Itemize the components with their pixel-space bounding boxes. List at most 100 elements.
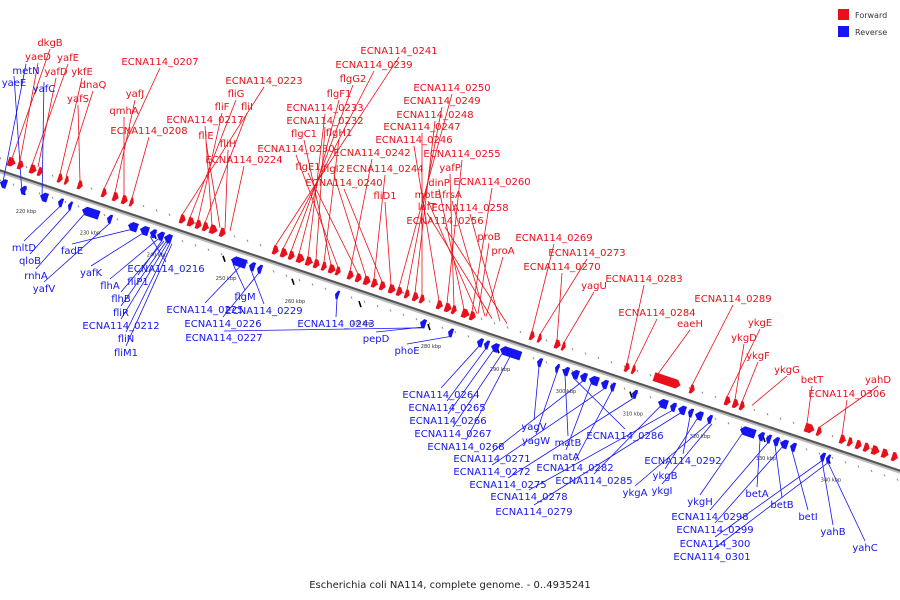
reverse-gene-label[interactable]: ECNA114_0275 — [469, 480, 546, 491]
forward-gene-arrow[interactable] — [271, 245, 281, 255]
reverse-gene-arrow[interactable] — [554, 363, 561, 374]
reverse-gene-label[interactable]: ECNA114_0266 — [409, 416, 486, 427]
forward-gene-label[interactable]: ECNA114_0283 — [605, 274, 682, 285]
forward-gene-arrow[interactable] — [738, 401, 747, 411]
reverse-gene-arrow[interactable] — [476, 337, 485, 348]
forward-gene-arrow[interactable] — [56, 173, 65, 183]
forward-gene-arrow[interactable] — [387, 283, 397, 295]
forward-gene-arrow[interactable] — [100, 188, 109, 198]
reverse-gene-arrow[interactable] — [706, 414, 714, 425]
forward-gene-label[interactable]: ECNA114_0249 — [403, 96, 480, 107]
forward-gene-arrow[interactable] — [854, 439, 864, 450]
reverse-gene-label[interactable]: ECNA114_0226 — [184, 319, 261, 330]
reverse-gene-label[interactable]: ECNA114_0216 — [127, 264, 204, 275]
reverse-gene-label[interactable]: pepD — [363, 334, 390, 345]
reverse-gene-arrow[interactable] — [499, 345, 523, 361]
forward-gene-label[interactable]: ECNA114_0260 — [453, 177, 530, 188]
reverse-gene-label[interactable]: ECNA114_0292 — [644, 456, 721, 467]
forward-gene-label[interactable]: flgI2 — [323, 164, 345, 175]
forward-gene-arrow[interactable] — [862, 442, 872, 452]
reverse-gene-label[interactable]: ECNA114_0299 — [676, 525, 753, 536]
forward-gene-arrow[interactable] — [36, 166, 45, 177]
reverse-gene-label[interactable]: yafK — [80, 268, 103, 279]
reverse-gene-arrow[interactable] — [483, 340, 491, 350]
forward-gene-arrow[interactable] — [354, 272, 364, 283]
forward-gene-arrow[interactable] — [870, 445, 881, 456]
forward-gene-label[interactable]: betT — [801, 375, 824, 386]
forward-gene-arrow[interactable] — [287, 250, 297, 261]
forward-gene-label[interactable]: qmhA — [109, 106, 138, 117]
reverse-gene-arrow[interactable] — [562, 366, 571, 377]
forward-gene-label[interactable]: fliG — [228, 89, 245, 100]
forward-gene-arrow[interactable] — [218, 227, 228, 237]
reverse-gene-label[interactable]: yaeE — [2, 78, 27, 89]
reverse-gene-label[interactable]: ECNA114_0278 — [490, 492, 567, 503]
forward-gene-label[interactable]: fliH — [220, 139, 237, 150]
forward-gene-arrow[interactable] — [312, 258, 322, 269]
reverse-gene-arrow[interactable] — [772, 436, 781, 447]
forward-gene-arrow[interactable] — [536, 333, 544, 344]
forward-gene-arrow[interactable] — [528, 330, 537, 341]
reverse-gene-arrow[interactable] — [677, 404, 688, 416]
forward-gene-arrow[interactable] — [208, 224, 219, 235]
reverse-gene-arrow[interactable] — [39, 191, 50, 203]
forward-gene-label[interactable]: ECNA114_0273 — [548, 248, 625, 259]
forward-gene-label[interactable]: ECNA114_0248 — [396, 110, 473, 121]
forward-gene-label[interactable]: flgC1 — [291, 129, 317, 140]
forward-gene-label[interactable]: yafD — [44, 67, 68, 78]
forward-gene-arrow[interactable] — [320, 261, 329, 272]
reverse-gene-label[interactable]: ECNA114_0286 — [586, 431, 663, 442]
reverse-gene-arrow[interactable] — [490, 342, 501, 353]
forward-gene-label[interactable]: ECNA114_0270 — [523, 262, 600, 273]
reverse-gene-label[interactable]: betA — [745, 489, 768, 500]
forward-gene-label[interactable]: yagU — [581, 281, 607, 292]
forward-gene-label[interactable]: ECNA114_0217 — [166, 115, 243, 126]
forward-gene-arrow[interactable] — [435, 299, 445, 310]
reverse-gene-label[interactable]: ECNA114_0268 — [427, 442, 504, 453]
forward-gene-arrow[interactable] — [120, 194, 130, 205]
forward-gene-label[interactable]: proA — [491, 246, 514, 257]
reverse-gene-label[interactable]: ykgA — [623, 488, 648, 499]
reverse-gene-label[interactable]: fliN — [118, 334, 135, 345]
forward-gene-arrow[interactable] — [468, 310, 478, 321]
reverse-gene-arrow[interactable] — [149, 228, 158, 239]
forward-gene-arrow[interactable] — [327, 263, 337, 275]
reverse-gene-arrow[interactable] — [81, 205, 101, 220]
forward-gene-label[interactable]: motB — [415, 190, 442, 201]
forward-gene-label[interactable]: ECNA114_0256 — [406, 216, 483, 227]
reverse-gene-arrow[interactable] — [757, 431, 766, 442]
reverse-gene-label[interactable]: ykgB — [653, 471, 678, 482]
forward-gene-arrow[interactable] — [16, 160, 26, 170]
reverse-gene-label[interactable]: ECNA114_0272 — [453, 467, 530, 478]
forward-gene-arrow[interactable] — [403, 289, 412, 299]
forward-gene-label[interactable]: flgE1 — [295, 162, 320, 173]
reverse-gene-label[interactable]: betB — [770, 500, 793, 511]
forward-gene-arrow[interactable] — [890, 451, 900, 462]
forward-gene-arrow[interactable] — [630, 364, 638, 375]
reverse-gene-label[interactable]: ECNA114_0267 — [414, 429, 491, 440]
forward-gene-arrow[interactable] — [450, 304, 459, 315]
forward-gene-label[interactable]: frsA — [442, 190, 462, 201]
forward-gene-label[interactable]: proB — [477, 232, 500, 243]
reverse-gene-label[interactable]: matA — [553, 452, 580, 463]
reverse-gene-arrow[interactable] — [739, 425, 757, 439]
reverse-gene-arrow[interactable] — [19, 185, 28, 196]
forward-gene-arrow[interactable] — [443, 302, 453, 314]
forward-gene-arrow[interactable] — [803, 422, 816, 435]
reverse-gene-arrow[interactable] — [447, 328, 455, 338]
reverse-gene-label[interactable]: yahC — [852, 543, 877, 554]
forward-gene-arrow[interactable] — [295, 253, 306, 264]
forward-gene-label[interactable]: ykgF — [746, 351, 770, 362]
reverse-gene-label[interactable]: ykgI — [651, 486, 672, 497]
forward-gene-label[interactable]: ECNA114_0242 — [333, 148, 410, 159]
reverse-gene-arrow[interactable] — [588, 375, 600, 387]
forward-gene-label[interactable]: ECNA114_0239 — [335, 60, 412, 71]
forward-gene-arrow[interactable] — [838, 434, 848, 444]
reverse-gene-arrow[interactable] — [669, 402, 678, 413]
reverse-gene-arrow[interactable] — [609, 382, 617, 392]
forward-gene-arrow[interactable] — [560, 341, 568, 352]
reverse-gene-arrow[interactable] — [765, 434, 773, 444]
reverse-gene-label[interactable]: ECNA114_0282 — [536, 463, 613, 474]
forward-gene-label[interactable]: ECNA114_0240 — [305, 178, 382, 189]
forward-gene-arrow[interactable] — [362, 275, 372, 287]
